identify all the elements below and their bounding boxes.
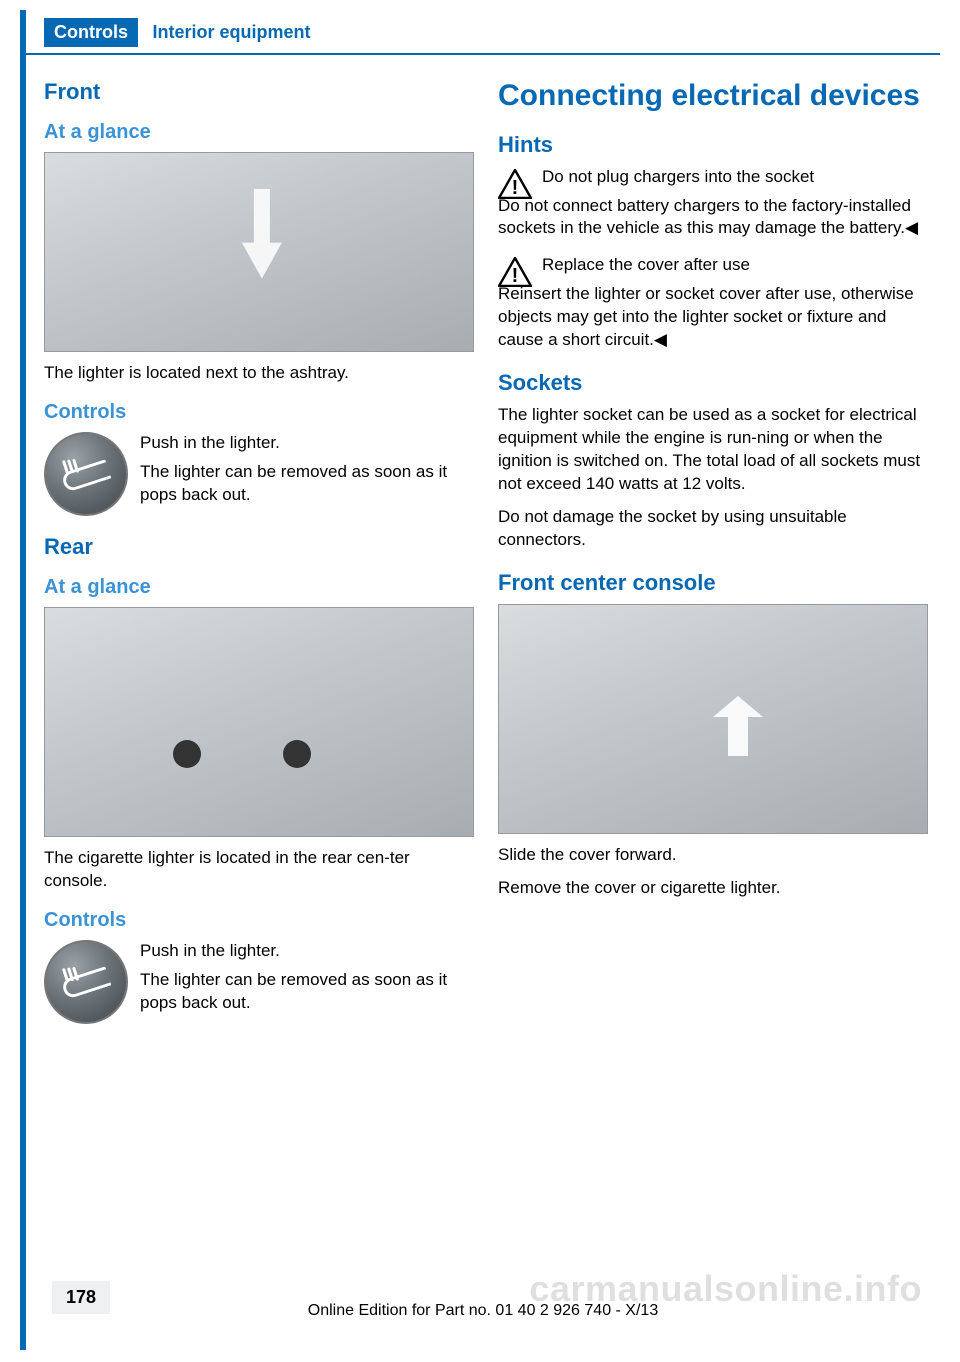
fcc-p2: Remove the cover or cigarette lighter. — [498, 877, 928, 900]
front-heading: Front — [44, 79, 474, 105]
front-glance-text: The lighter is located next to the ashtr… — [44, 362, 474, 385]
page-header: Controls Interior equipment — [26, 10, 940, 55]
warning-icon: ! — [498, 169, 532, 199]
sockets-heading: Sockets — [498, 370, 928, 396]
right-column: Connecting electrical devices Hints ! Do… — [498, 79, 928, 1034]
hint-1-body: Do not connect battery chargers to the f… — [498, 195, 928, 241]
rear-glance-image — [44, 607, 474, 837]
warning-icon: ! — [498, 257, 532, 287]
fcc-heading: Front center console — [498, 570, 928, 596]
front-glance-image — [44, 152, 474, 352]
hints-heading: Hints — [498, 132, 928, 158]
rear-controls-p2: The lighter can be removed as soon as it… — [140, 969, 474, 1015]
front-controls-text: Push in the lighter. The lighter can be … — [140, 432, 474, 513]
sockets-p1: The lighter socket can be used as a sock… — [498, 404, 928, 496]
svg-text:!: ! — [512, 265, 519, 287]
rear-controls-heading: Controls — [44, 909, 474, 932]
rear-controls-text: Push in the lighter. The lighter can be … — [140, 940, 474, 1021]
hint-2-body: Reinsert the lighter or socket cover aft… — [498, 283, 928, 352]
hint-2-lead: Replace the cover after use — [542, 254, 750, 277]
svg-text:!: ! — [512, 177, 519, 199]
rear-glance-heading: At a glance — [44, 576, 474, 599]
front-controls-p1: Push in the lighter. — [140, 432, 474, 455]
footer-edition: Online Edition for Part no. 01 40 2 926 … — [26, 1302, 940, 1320]
hint-1-lead: Do not plug chargers into the socket — [542, 166, 814, 189]
front-controls-row: Push in the lighter. The lighter can be … — [44, 432, 474, 516]
lighter-icon — [44, 940, 128, 1024]
hint-1-text: Do not plug chargers into the socket — [542, 166, 814, 199]
page: Controls Interior equipment Front At a g… — [20, 10, 940, 1350]
connecting-heading: Connecting electrical devices — [498, 79, 928, 114]
breadcrumb-secondary: Interior equipment — [152, 22, 310, 42]
left-column: Front At a glance The lighter is located… — [44, 79, 474, 1034]
sockets-p2: Do not damage the socket by using unsuit… — [498, 506, 928, 552]
front-glance-heading: At a glance — [44, 121, 474, 144]
lighter-icon — [44, 432, 128, 516]
rear-controls-row: Push in the lighter. The lighter can be … — [44, 940, 474, 1024]
fcc-image — [498, 604, 928, 834]
rear-glance-text: The cigarette lighter is located in the … — [44, 847, 474, 893]
front-controls-p2: The lighter can be removed as soon as it… — [140, 461, 474, 507]
breadcrumb-primary: Controls — [44, 18, 138, 47]
rear-heading: Rear — [44, 534, 474, 560]
fcc-p1: Slide the cover forward. — [498, 844, 928, 867]
hint-2-text: Replace the cover after use — [542, 254, 750, 287]
front-controls-heading: Controls — [44, 401, 474, 424]
rear-controls-p1: Push in the lighter. — [140, 940, 474, 963]
page-body: Front At a glance The lighter is located… — [26, 55, 940, 1034]
